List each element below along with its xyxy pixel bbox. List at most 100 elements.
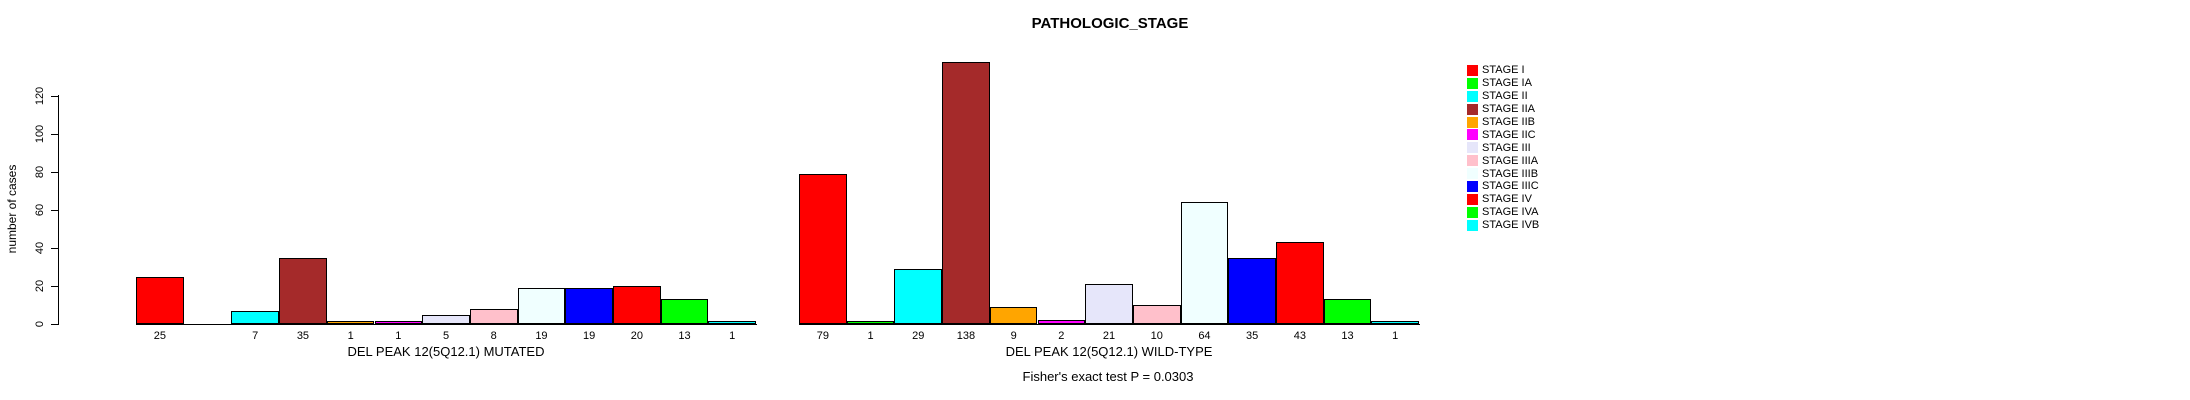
bar <box>989 306 1038 324</box>
legend-swatch <box>1467 206 1478 218</box>
bar <box>422 314 470 324</box>
legend-item: STAGE IIA <box>1467 103 1539 116</box>
bar <box>279 257 327 324</box>
bar <box>1037 320 1086 324</box>
legend-swatch <box>1467 64 1478 76</box>
bar <box>1371 321 1420 324</box>
y-tick-label: 120 <box>34 86 46 106</box>
legend-label: STAGE IIIC <box>1482 180 1539 193</box>
legend-label: STAGE IVA <box>1482 206 1539 219</box>
bar-value-label: 64 <box>1198 330 1211 342</box>
y-tick-mark <box>51 133 58 135</box>
bar-value-label: 138 <box>956 330 976 342</box>
bar-value-label: 5 <box>442 330 450 342</box>
legend-label: STAGE IIC <box>1482 128 1536 141</box>
bar-value-label: 35 <box>1246 330 1259 342</box>
legend-label: STAGE III <box>1482 141 1531 154</box>
chart-title: PATHOLOGIC_STAGE <box>1031 15 1189 32</box>
group-baseline <box>799 324 1421 325</box>
bar <box>942 61 990 324</box>
y-tick-label: 60 <box>34 203 46 217</box>
fisher-test-annotation: Fisher's exact test P = 0.0303 <box>1022 369 1194 384</box>
legend-item: STAGE IIIB <box>1467 167 1539 180</box>
bar <box>1085 284 1133 324</box>
legend-swatch <box>1467 168 1478 180</box>
bar <box>517 287 566 324</box>
legend-swatch <box>1467 193 1478 205</box>
bar-value-label: 2 <box>1058 330 1065 342</box>
legend-label: STAGE IIB <box>1482 116 1535 128</box>
y-tick-mark <box>51 95 58 97</box>
legend-item: STAGE IIIA <box>1467 154 1539 167</box>
bar-value-label: 9 <box>1010 330 1017 342</box>
y-axis-line <box>58 95 59 325</box>
y-tick-mark <box>51 323 58 325</box>
bar <box>894 268 943 324</box>
bar <box>565 287 613 324</box>
legend-label: STAGE IIA <box>1482 103 1535 116</box>
legend-item: STAGE IV <box>1467 193 1539 206</box>
y-tick-mark <box>51 209 58 211</box>
bar-value-label: 8 <box>490 330 497 342</box>
bar-value-label: 7 <box>252 330 259 342</box>
bar <box>326 321 375 324</box>
bar <box>1323 299 1372 324</box>
y-tick-mark <box>51 247 58 249</box>
bar-value-label: 13 <box>678 330 691 342</box>
legend-label: STAGE IVB <box>1482 219 1540 232</box>
bar-value-label: 29 <box>912 330 925 342</box>
bar <box>136 276 184 324</box>
x-axis-title-mutated: DEL PEAK 12(5Q12.1) MUTATED <box>347 344 545 359</box>
bar-value-label: 1 <box>347 330 354 342</box>
legend-swatch <box>1467 103 1478 115</box>
x-axis-title-wild-type: DEL PEAK 12(5Q12.1) WILD-TYPE <box>1005 344 1213 359</box>
bar <box>1276 242 1324 324</box>
bar <box>846 321 895 324</box>
bar-value-label: 19 <box>583 330 596 342</box>
bar <box>231 310 280 324</box>
legend-swatch <box>1467 219 1478 231</box>
legend: STAGE I STAGE IA STAGE II STAGE IIA STAGE II… <box>1467 64 1539 232</box>
bar <box>1132 305 1181 324</box>
legend-swatch <box>1467 180 1478 192</box>
y-tick-label: 40 <box>34 241 46 255</box>
legend-swatch <box>1467 142 1478 154</box>
bar-value-label: 13 <box>1341 330 1354 342</box>
bar <box>799 173 847 324</box>
bar-value-label: 19 <box>535 330 548 342</box>
bar-value-label: 20 <box>630 330 643 342</box>
legend-label: STAGE II <box>1482 90 1528 103</box>
legend-swatch <box>1467 116 1478 128</box>
bar-value-label: 43 <box>1293 330 1306 342</box>
y-axis-label: number of cases <box>5 164 19 254</box>
legend-label: STAGE I <box>1482 64 1525 77</box>
bar-value-label: 1 <box>395 330 402 342</box>
bar <box>374 321 423 324</box>
legend-item: STAGE IIC <box>1467 128 1539 141</box>
bar-value-label: 79 <box>816 330 829 342</box>
legend-item: STAGE I <box>1467 64 1539 77</box>
legend-item: STAGE III <box>1467 141 1539 154</box>
y-tick-label: 0 <box>34 320 46 328</box>
bar <box>708 321 757 324</box>
bar <box>469 308 518 324</box>
bar-value-label: 1 <box>867 330 874 342</box>
bar-value-label: 1 <box>1392 330 1399 342</box>
legend-label: STAGE IIIA <box>1482 154 1539 167</box>
legend-swatch <box>1467 90 1478 102</box>
y-tick-mark <box>51 171 58 173</box>
legend-item: STAGE IA <box>1467 77 1539 90</box>
legend-item: STAGE IIIC <box>1467 180 1539 193</box>
bar <box>660 299 709 324</box>
bar <box>1180 202 1229 324</box>
bar-value-label: 25 <box>153 330 166 342</box>
legend-swatch <box>1467 155 1478 167</box>
bar <box>1228 257 1276 324</box>
legend-label: STAGE IA <box>1482 77 1532 90</box>
legend-item: STAGE IIB <box>1467 116 1539 129</box>
y-tick-label: 20 <box>34 279 46 293</box>
group-baseline <box>136 324 758 325</box>
y-tick-label: 100 <box>34 124 46 144</box>
legend-item: STAGE II <box>1467 90 1539 103</box>
legend-item: STAGE IVB <box>1467 219 1539 232</box>
